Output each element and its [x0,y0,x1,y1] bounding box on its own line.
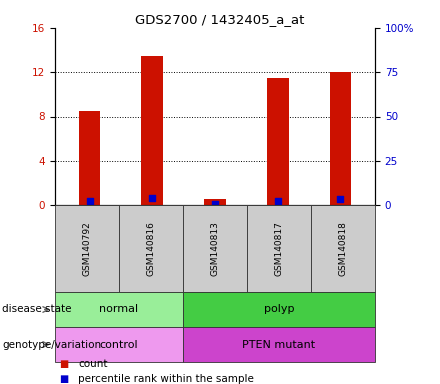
Point [274,197,281,204]
Text: GSM140817: GSM140817 [275,221,283,276]
Text: GSM140792: GSM140792 [83,221,92,276]
Text: GSM140813: GSM140813 [210,221,220,276]
Text: ■: ■ [59,374,69,384]
Bar [330,72,352,205]
Bar [204,199,226,205]
Text: GDS2700 / 1432405_a_at: GDS2700 / 1432405_a_at [136,13,304,26]
Text: genotype/variation: genotype/variation [2,339,101,349]
Text: count: count [78,359,107,369]
Text: PTEN mutant: PTEN mutant [242,339,315,349]
Text: normal: normal [99,305,139,314]
Text: control: control [100,339,138,349]
Bar [78,111,100,205]
Text: disease state: disease state [2,305,72,314]
Text: GSM140818: GSM140818 [338,221,348,276]
Point [86,197,93,204]
Point [337,196,344,202]
Point [149,195,156,201]
Bar [267,78,289,205]
Text: percentile rank within the sample: percentile rank within the sample [78,374,254,384]
Text: GSM140816: GSM140816 [147,221,155,276]
Text: polyp: polyp [264,305,294,314]
Text: ■: ■ [59,359,69,369]
Bar [141,56,163,205]
Point [212,201,219,207]
